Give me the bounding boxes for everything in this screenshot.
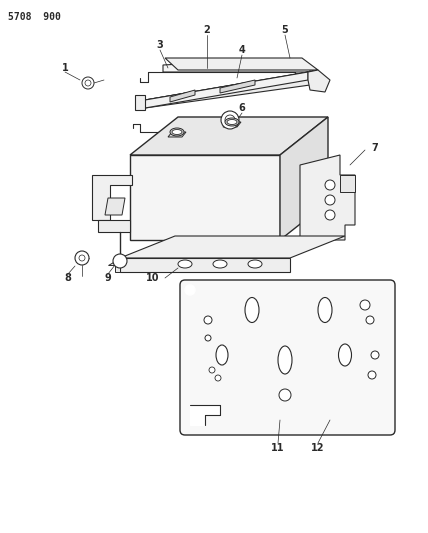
Circle shape <box>225 115 235 125</box>
Text: 9: 9 <box>104 273 111 283</box>
Polygon shape <box>223 122 241 127</box>
Polygon shape <box>145 72 310 108</box>
Ellipse shape <box>245 297 259 322</box>
Circle shape <box>368 371 376 379</box>
Text: 2: 2 <box>204 25 211 35</box>
Ellipse shape <box>339 344 351 366</box>
Text: 7: 7 <box>372 143 378 153</box>
Circle shape <box>325 180 335 190</box>
Circle shape <box>205 335 211 341</box>
Circle shape <box>85 80 91 86</box>
Ellipse shape <box>318 297 332 322</box>
Circle shape <box>279 389 291 401</box>
Circle shape <box>360 300 370 310</box>
Text: 1: 1 <box>62 63 68 73</box>
Polygon shape <box>98 220 130 232</box>
Text: 5708  900: 5708 900 <box>8 12 61 22</box>
Text: 12: 12 <box>311 443 325 453</box>
Circle shape <box>221 111 239 129</box>
Polygon shape <box>165 58 318 70</box>
Polygon shape <box>92 175 132 220</box>
Circle shape <box>215 375 221 381</box>
Ellipse shape <box>178 260 192 268</box>
Text: 8: 8 <box>65 273 71 283</box>
Text: 6: 6 <box>239 103 245 113</box>
Polygon shape <box>170 90 195 102</box>
Circle shape <box>75 251 89 265</box>
Polygon shape <box>145 70 318 100</box>
Circle shape <box>113 254 127 268</box>
Circle shape <box>325 195 335 205</box>
Ellipse shape <box>216 345 228 365</box>
Polygon shape <box>130 155 280 240</box>
Text: 11: 11 <box>271 443 285 453</box>
Polygon shape <box>163 63 310 72</box>
Ellipse shape <box>213 260 227 268</box>
FancyBboxPatch shape <box>180 280 395 435</box>
Polygon shape <box>308 70 330 92</box>
Text: 10: 10 <box>146 273 160 283</box>
Circle shape <box>371 351 379 359</box>
Ellipse shape <box>172 130 182 134</box>
Ellipse shape <box>278 346 292 374</box>
Polygon shape <box>190 405 220 425</box>
Polygon shape <box>280 117 328 240</box>
Polygon shape <box>130 117 328 155</box>
Ellipse shape <box>225 118 239 126</box>
Text: 4: 4 <box>239 45 245 55</box>
Text: 3: 3 <box>157 40 163 50</box>
Polygon shape <box>340 175 355 192</box>
Polygon shape <box>120 236 345 258</box>
Polygon shape <box>120 258 290 272</box>
Polygon shape <box>220 80 255 93</box>
Circle shape <box>82 77 94 89</box>
Ellipse shape <box>248 260 262 268</box>
Circle shape <box>204 316 212 324</box>
Text: 5: 5 <box>282 25 288 35</box>
Polygon shape <box>145 72 308 108</box>
Polygon shape <box>300 155 355 240</box>
Ellipse shape <box>170 128 184 136</box>
Circle shape <box>209 367 215 373</box>
Circle shape <box>325 210 335 220</box>
Ellipse shape <box>227 119 237 125</box>
Polygon shape <box>108 258 120 272</box>
Circle shape <box>79 255 85 261</box>
Polygon shape <box>135 95 145 110</box>
Circle shape <box>366 316 374 324</box>
Polygon shape <box>105 198 125 215</box>
Polygon shape <box>168 132 186 137</box>
Circle shape <box>185 285 195 295</box>
